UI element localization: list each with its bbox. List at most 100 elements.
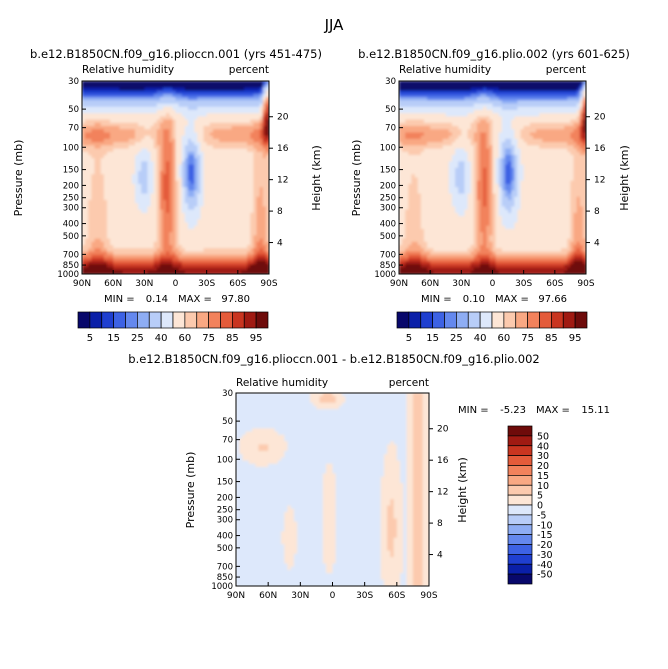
panel-a-colorbar-swatch — [148, 311, 162, 329]
panel-c-xtick-label: 60N — [259, 591, 277, 601]
panel-b-ylabel: Pressure (mb) — [350, 140, 363, 217]
panel-b-ytick-label: 500 — [380, 232, 396, 242]
panel-c-min-label: MIN = — [458, 405, 489, 416]
panel-c-xtick-label: 30S — [356, 591, 373, 601]
panel-a-ylabel: Pressure (mb) — [12, 140, 25, 217]
panel-b-ytick-right-label: 12 — [594, 176, 605, 186]
panel-c-ytick-label: 300 — [217, 516, 233, 526]
panel-a: b.e12.B1850CN.f09_g16.plioccn.001 (yrs 4… — [12, 47, 323, 344]
panel-c-ytick-right-label: 8 — [437, 519, 443, 529]
panel-c-ylabel: Pressure (mb) — [184, 452, 197, 529]
panel-b-max-value: 97.66 — [538, 294, 567, 305]
panel-c-colorbar-tick-label: 15 — [537, 471, 549, 482]
panel-a-ytick-label: 70 — [68, 124, 79, 134]
panel-b-colorbar-swatch — [432, 311, 445, 329]
panel-c-max-value: 15.11 — [581, 405, 610, 416]
panel-a-ytick-label: 700 — [63, 250, 79, 260]
panel-c-xtick-label: 60S — [388, 591, 405, 601]
panel-b-colorbar-swatch — [456, 311, 469, 329]
panel-b: b.e12.B1850CN.f09_g16.plio.002 (yrs 601-… — [350, 47, 631, 344]
panel-c-colorbar-swatch — [507, 484, 533, 496]
panel-c-colorbar-swatch — [507, 563, 533, 575]
panel-a-colorbar-tick-label: 15 — [107, 333, 120, 344]
panel-c-colorbar-tick-label: -10 — [537, 520, 553, 531]
panel-c-colorbar-tick-label: 20 — [537, 461, 549, 472]
panel-b-colorbar-tick-label: 85 — [545, 333, 558, 344]
panel-a-ytick-right-label: 8 — [277, 207, 283, 217]
panel-b-colorbar-tick-label: 5 — [406, 333, 412, 344]
panel-b-colorbar-swatch — [467, 311, 481, 329]
panel-c-colorbar-swatch — [507, 445, 533, 456]
panel-c-ytick-label: 250 — [217, 506, 233, 516]
panel-c-colorbar-swatch — [507, 425, 533, 437]
panel-c-ytick-label: 400 — [217, 532, 233, 542]
panel-a-ytick-right-label: 16 — [277, 144, 289, 154]
panel-b-ytick-label: 200 — [380, 181, 396, 191]
panel-c-colorbar-tick-label: -15 — [537, 530, 553, 541]
panel-a-right-label: percent — [229, 64, 269, 76]
panel-a-colorbar: 5 15 25 40 60 75 85 95 — [77, 311, 269, 344]
panel-a-colorbar-swatch — [101, 311, 114, 329]
panel-c-colorbar-tick-label: -50 — [537, 570, 553, 581]
panel-c-colorbar-swatch — [507, 435, 533, 447]
panel-c-ytick-right-label: 16 — [437, 456, 449, 466]
panel-b-colorbar-swatch — [503, 311, 517, 329]
panel-c-ylabel-right: Height (km) — [456, 457, 469, 523]
panel-a-xtick-label: 30N — [135, 279, 153, 289]
panel-b-colorbar-swatch — [444, 311, 457, 329]
panel-b-colorbar-tick-label: 75 — [521, 333, 534, 344]
panel-b-ytick-label: 250 — [380, 194, 396, 204]
panel-c-colorbar-swatch — [507, 455, 533, 466]
panel-c-colorbar-swatch — [507, 544, 533, 555]
panel-b-xtick-label: 30S — [515, 279, 532, 289]
panel-a-ytick-label: 850 — [63, 261, 79, 271]
panel-a-min-label: MIN = — [104, 294, 135, 305]
panel-c-ytick-label: 30 — [222, 389, 233, 399]
panel-c-colorbar-tick-label: 0 — [537, 501, 543, 512]
panel-b-ytick-label: 30 — [385, 77, 396, 87]
panel-c-field — [236, 393, 429, 586]
panel-a-ytick-label: 400 — [63, 220, 79, 230]
panel-c-ytick-label: 500 — [217, 544, 233, 554]
panel-c-ytick-label: 70 — [222, 436, 233, 446]
panel-a-colorbar-swatch — [243, 311, 257, 329]
panel-c-ytick-label: 50 — [222, 417, 233, 427]
panel-a-xtick-label: 60S — [229, 279, 246, 289]
panel-b-ytick-label: 300 — [380, 204, 396, 214]
panel-a-ytick-right-label: 20 — [277, 113, 289, 123]
panel-c-ytick-label: 700 — [217, 562, 233, 572]
panel-a-colorbar-swatch — [220, 311, 233, 329]
panel-a-colorbar-swatch — [172, 311, 186, 329]
panel-c-colorbar-tick-label: 5 — [537, 491, 543, 502]
panel-b-ytick-label: 70 — [385, 124, 396, 134]
panel-a-xtick-label: 0 — [173, 279, 179, 289]
panel-a-xtick-label: 90S — [260, 279, 277, 289]
panel-c-colorbar-tick-label: 40 — [537, 441, 549, 452]
panel-c-colorbar-tick-label: -5 — [537, 510, 546, 521]
panel-a-max-value: 97.80 — [221, 294, 250, 305]
panel-b-colorbar-swatch — [420, 311, 433, 329]
panel-c-colorbar-swatch — [507, 573, 533, 585]
panel-c-ytick-right-label: 20 — [437, 425, 449, 435]
panel-b-colorbar-swatch — [491, 311, 505, 329]
panel-b-left-label: Relative humidity — [399, 64, 491, 76]
panel-c-colorbar-tick-label: 10 — [537, 481, 549, 492]
panel-c-colorbar-swatch — [507, 494, 533, 506]
panel-b-ytick-right-label: 16 — [594, 144, 606, 154]
panel-b-ytick-label: 50 — [385, 105, 396, 115]
panel-a-colorbar-swatch — [255, 311, 269, 329]
panel-a-left-label: Relative humidity — [82, 64, 174, 76]
panel-a-colorbar-swatch — [232, 311, 245, 329]
panel-a-colorbar-tick-label: 5 — [87, 333, 93, 344]
panel-a-ytick-label: 500 — [63, 232, 79, 242]
panel-a-colorbar-tick-label: 40 — [155, 333, 168, 344]
panel-a-colorbar-swatch — [160, 311, 174, 329]
panel-b-ytick-right-label: 8 — [594, 207, 600, 217]
panel-b-ytick-label: 400 — [380, 220, 396, 230]
panel-b-xtick-label: 30N — [452, 279, 470, 289]
panel-c-ytick-label: 1000 — [211, 582, 233, 592]
panel-b-min-label: MIN = — [421, 294, 452, 305]
panel-b-colorbar-tick-label: 15 — [426, 333, 439, 344]
